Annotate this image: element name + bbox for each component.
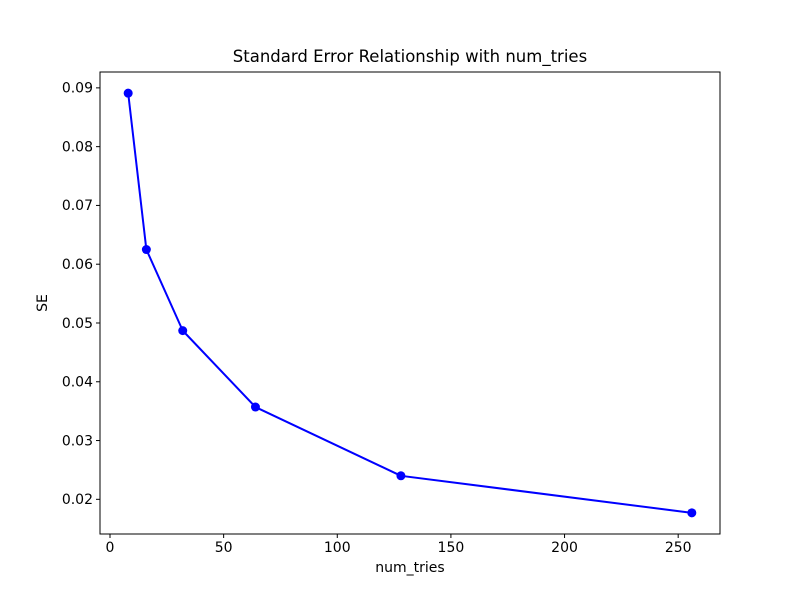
y-tick-label: 0.04: [62, 375, 93, 391]
series-line: [127, 93, 692, 514]
data-point-marker: [687, 508, 697, 518]
data-point-marker: [396, 471, 406, 481]
plot-border: [99, 71, 721, 535]
y-tick-label: 0.02: [62, 492, 93, 508]
x-tick-label: 150: [438, 540, 465, 556]
x-tick-label: 50: [215, 540, 233, 556]
y-tick-label: 0.06: [62, 257, 93, 273]
data-point-marker: [178, 326, 188, 336]
x-tick-label: 100: [324, 540, 351, 556]
x-tick-label: 0: [106, 540, 115, 556]
y-tick-label: 0.03: [62, 433, 93, 449]
y-tick-label: 0.07: [62, 198, 93, 214]
data-point-marker: [250, 402, 260, 412]
data-point-marker: [141, 245, 151, 255]
chart-title: Standard Error Relationship with num_tri…: [233, 47, 587, 67]
y-tick-label: 0.09: [62, 81, 93, 97]
data-point-marker: [123, 88, 133, 98]
x-axis-label: num_tries: [375, 560, 444, 576]
x-tick-label: 250: [665, 540, 692, 556]
plot-generated-content: 0 50 100 150 200 250 0.02 0.03 0.04 0.05 0.06 0.07 0…: [62, 81, 697, 556]
y-tick-label: 0.08: [62, 139, 93, 155]
y-tick-label: 0.05: [62, 316, 93, 332]
x-tick-label: 200: [551, 540, 578, 556]
y-axis-label: SE: [35, 294, 51, 312]
